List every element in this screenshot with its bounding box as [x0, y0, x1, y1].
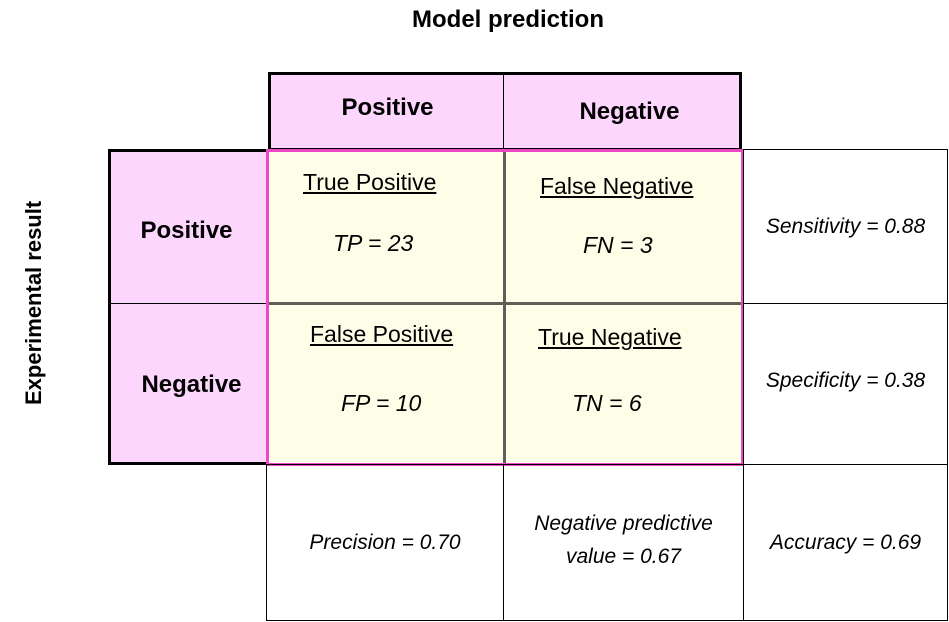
row-header-positive: Positive — [108, 149, 268, 304]
specificity-value: Specificity = 0.38 — [765, 369, 926, 392]
npv-label-line2: value = 0.67 — [565, 544, 681, 568]
sensitivity-cell: Sensitivity = 0.88 — [743, 149, 948, 304]
negative-predictive-value-cell: Negative predictive value = 0.67 — [503, 464, 744, 621]
npv-label-line1: Negative predictive — [534, 511, 713, 535]
false-positive-label: False Positive — [310, 321, 454, 347]
column-header-positive-label: Positive — [341, 93, 434, 121]
experimental-result-title: Experimental result — [21, 200, 46, 405]
false-negative-label: False Negative — [540, 173, 694, 199]
matrix-vertical-divider — [503, 152, 506, 463]
sensitivity-value: Sensitivity = 0.88 — [765, 214, 926, 238]
column-header-negative: Negative — [503, 72, 742, 151]
true-positive-value: TP = 23 — [333, 230, 414, 256]
true-negative-value: TN = 6 — [572, 390, 642, 416]
precision-cell: Precision = 0.70 — [266, 464, 504, 621]
row-header-positive-label: Positive — [140, 216, 233, 244]
true-negative-label: True Negative — [538, 324, 682, 350]
row-header-negative-label: Negative — [141, 371, 242, 398]
precision-value: Precision = 0.70 — [309, 531, 461, 554]
accuracy-cell: Accuracy = 0.69 — [743, 464, 948, 621]
false-negative-value: FN = 3 — [583, 232, 653, 258]
accuracy-value: Accuracy = 0.69 — [769, 531, 922, 554]
true-positive-label: True Positive — [303, 169, 437, 195]
matrix-horizontal-divider — [269, 302, 741, 305]
column-header-negative-label: Negative — [579, 97, 680, 125]
specificity-cell: Specificity = 0.38 — [743, 303, 948, 465]
column-header-positive: Positive — [268, 72, 505, 151]
false-positive-value: FP = 10 — [341, 390, 422, 416]
model-prediction-title: Model prediction — [412, 6, 604, 33]
row-header-negative: Negative — [108, 303, 268, 465]
